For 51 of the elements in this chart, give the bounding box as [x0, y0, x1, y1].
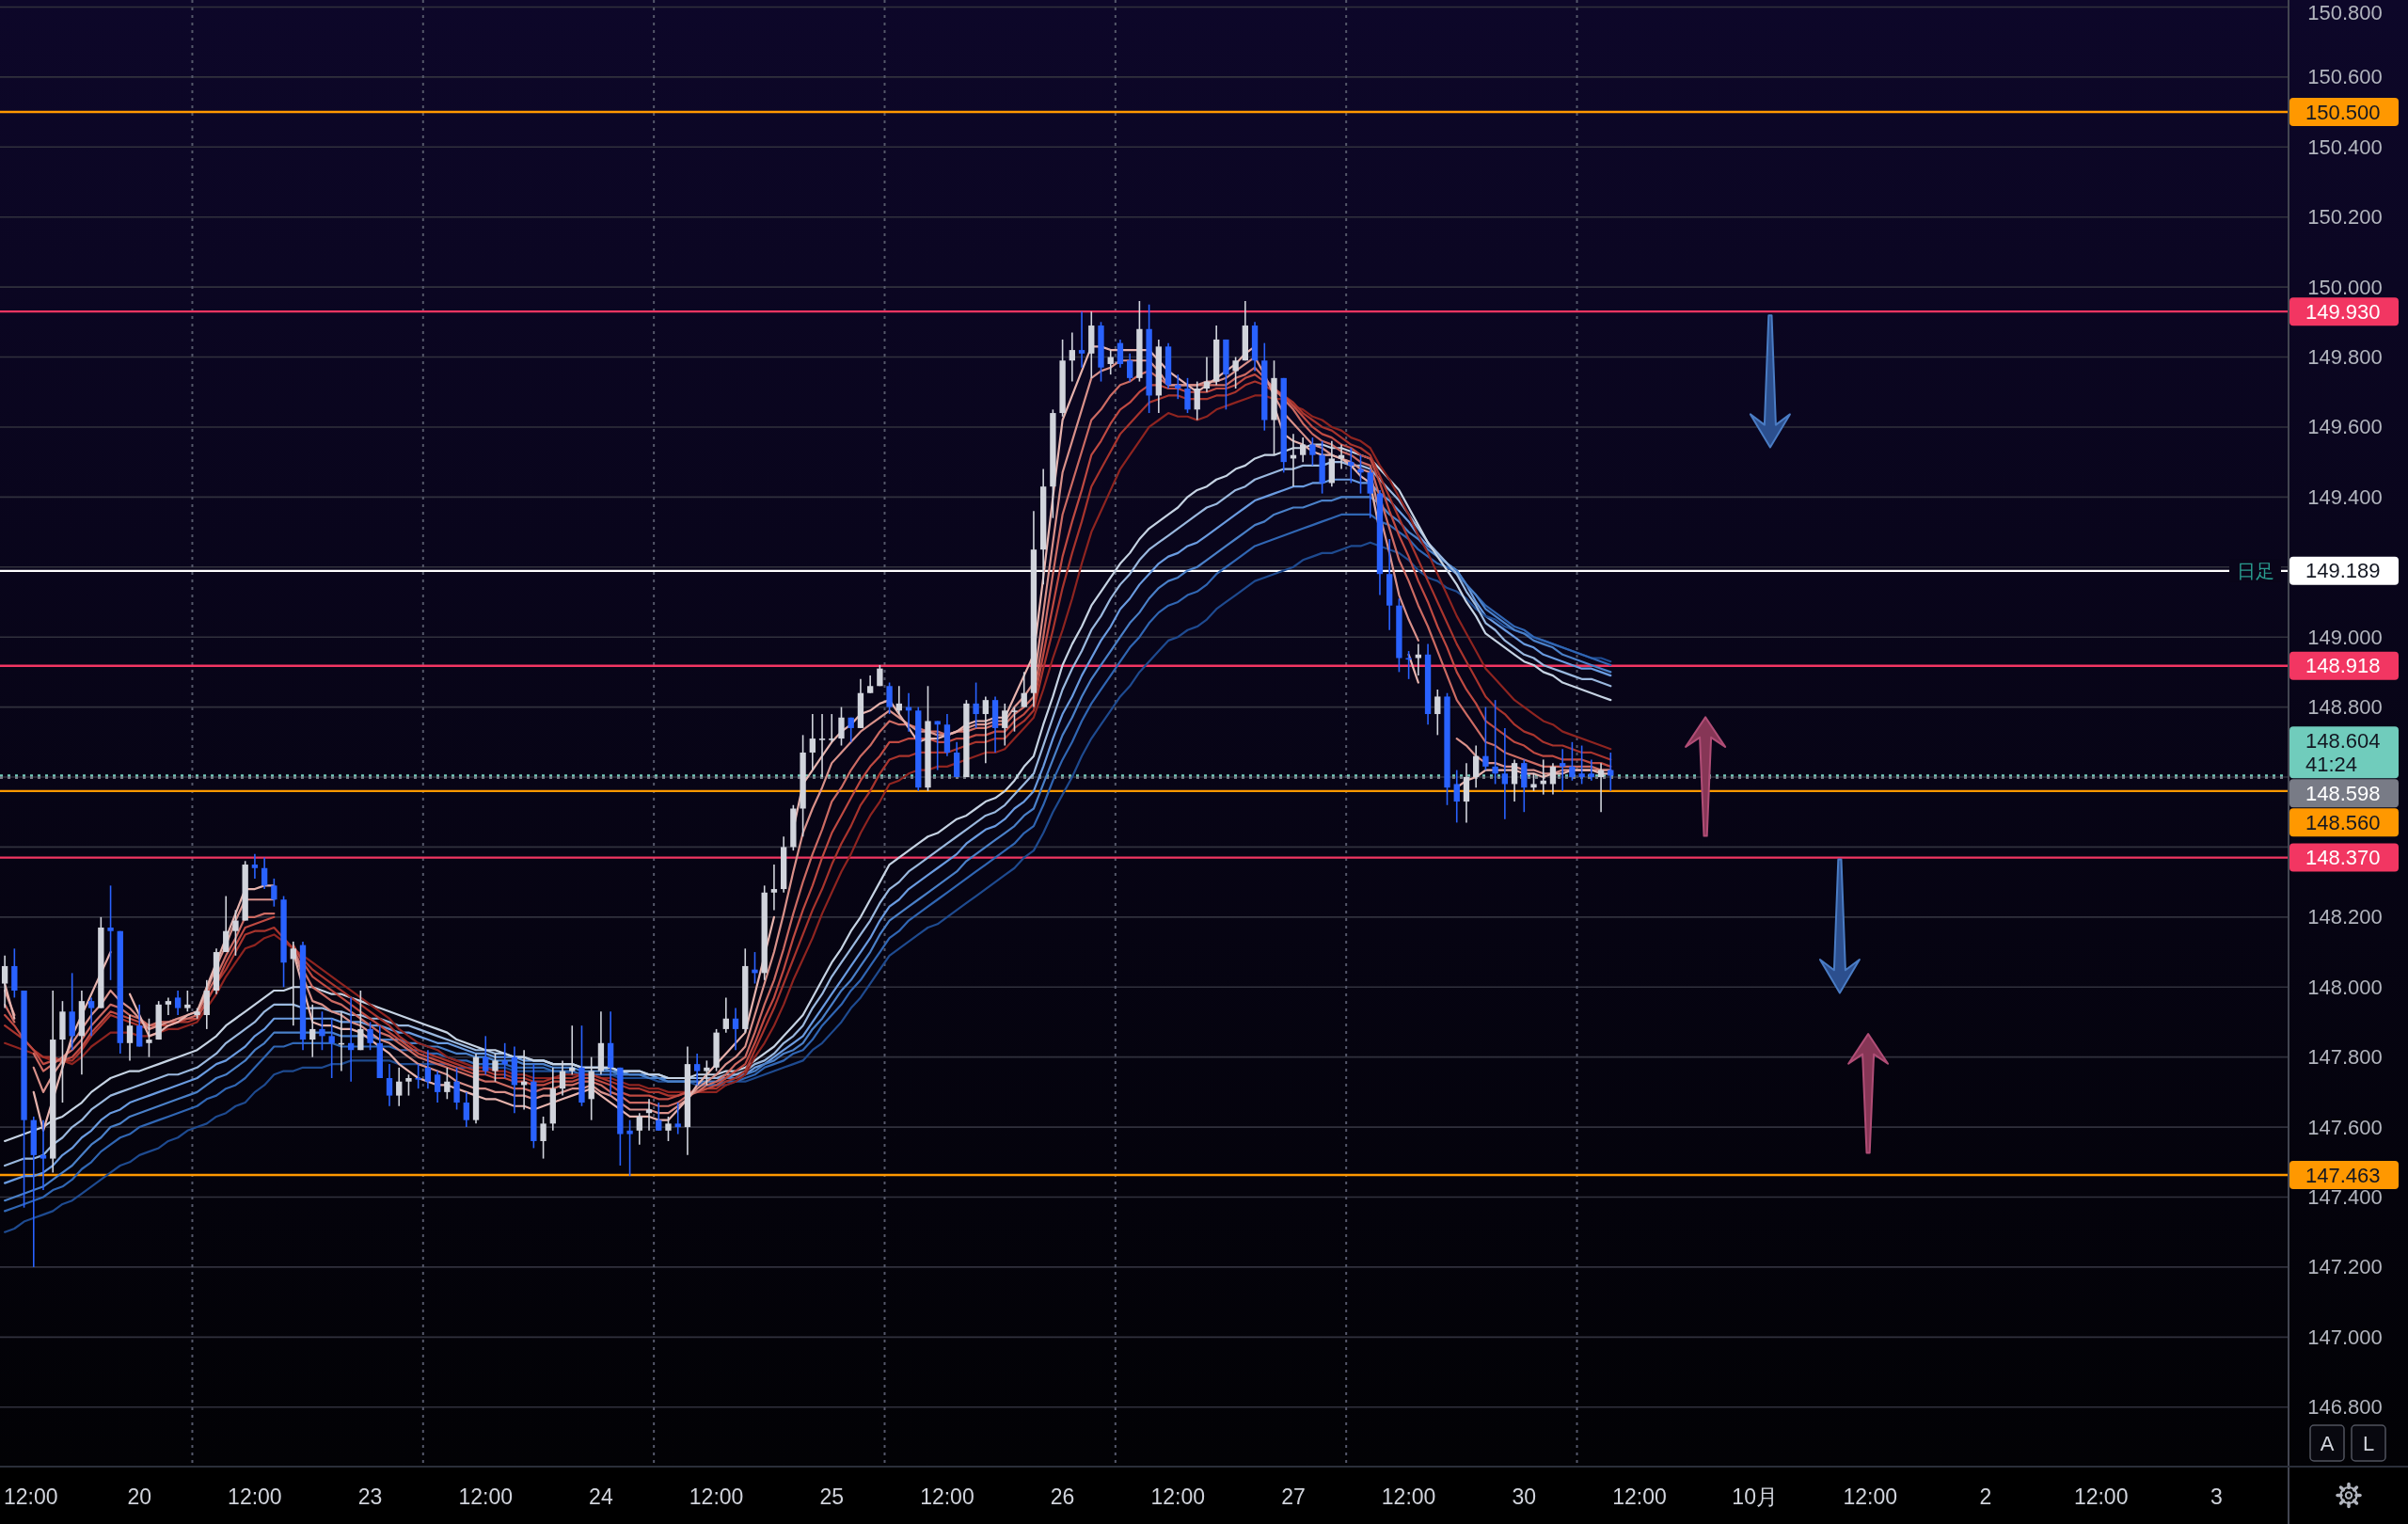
- x-tick-label: 12:00: [4, 1484, 58, 1509]
- text: L: [2362, 1431, 2375, 1455]
- ref-line-label: 150.500: [2305, 100, 2381, 124]
- x-tick-label: 2: [1979, 1484, 1992, 1509]
- y-tick-label: 146.800: [2307, 1395, 2383, 1420]
- y-tick-label: 148.200: [2307, 905, 2383, 929]
- x-tick-label: 12:00: [228, 1484, 282, 1509]
- y-tick-label: 150.800: [2307, 0, 2383, 24]
- y-tick-label: 147.800: [2307, 1045, 2383, 1070]
- y-tick-label: 148.000: [2307, 975, 2383, 999]
- x-tick-label: 12:00: [1381, 1484, 1436, 1509]
- y-tick-label: 149.600: [2307, 415, 2383, 439]
- x-tick-label: 20: [127, 1484, 152, 1509]
- annotation: 日足: [2237, 560, 2274, 581]
- ref-line-label: 148.918: [2305, 654, 2381, 678]
- y-tick-label: 149.800: [2307, 345, 2383, 370]
- y-tick-label: 150.400: [2307, 135, 2383, 159]
- text: 41:24: [2305, 752, 2358, 776]
- x-tick-label: 27: [1281, 1484, 1306, 1509]
- ref-line-label: 148.370: [2305, 846, 2381, 870]
- y-tick-label: 148.800: [2307, 695, 2383, 720]
- y-tick-label: 147.000: [2307, 1325, 2383, 1349]
- y-tick-label: 150.000: [2307, 275, 2383, 299]
- x-tick-label: 12:00: [1150, 1484, 1206, 1509]
- x-tick-label: 12:00: [1843, 1484, 1898, 1509]
- ref-line-label: 148.598: [2305, 781, 2381, 805]
- ref-line-label: 147.463: [2305, 1163, 2381, 1187]
- x-tick-label: 26: [1050, 1484, 1075, 1509]
- x-tick-label: 12:00: [458, 1484, 514, 1509]
- ref-line-label: 149.189: [2305, 559, 2381, 583]
- text: A: [2320, 1431, 2335, 1455]
- x-tick-label: 23: [357, 1484, 383, 1509]
- ref-line-label: 148.560: [2305, 810, 2381, 834]
- y-tick-label: 149.000: [2307, 625, 2383, 649]
- y-tick-label: 149.400: [2307, 484, 2383, 509]
- x-tick-label: 24: [589, 1484, 613, 1509]
- x-tick-label: 12:00: [689, 1484, 744, 1509]
- y-tick-label: 147.600: [2307, 1115, 2383, 1139]
- x-tick-label: 12:00: [920, 1484, 974, 1509]
- y-tick-label: 147.400: [2307, 1185, 2383, 1209]
- x-tick-label: 25: [819, 1484, 845, 1509]
- ref-line-label: 148.604: [2305, 728, 2381, 753]
- x-tick-label: 3: [2210, 1484, 2223, 1509]
- y-tick-label: 150.600: [2307, 65, 2383, 89]
- y-tick-label: 147.200: [2307, 1255, 2383, 1279]
- x-tick-label: 10月: [1732, 1484, 1778, 1509]
- y-tick-label: 150.200: [2307, 205, 2383, 230]
- x-tick-label: 12:00: [2073, 1484, 2129, 1509]
- ref-line-label: 149.930: [2305, 299, 2381, 324]
- x-tick-label: 12:00: [1612, 1484, 1667, 1509]
- x-tick-label: 30: [1512, 1484, 1537, 1509]
